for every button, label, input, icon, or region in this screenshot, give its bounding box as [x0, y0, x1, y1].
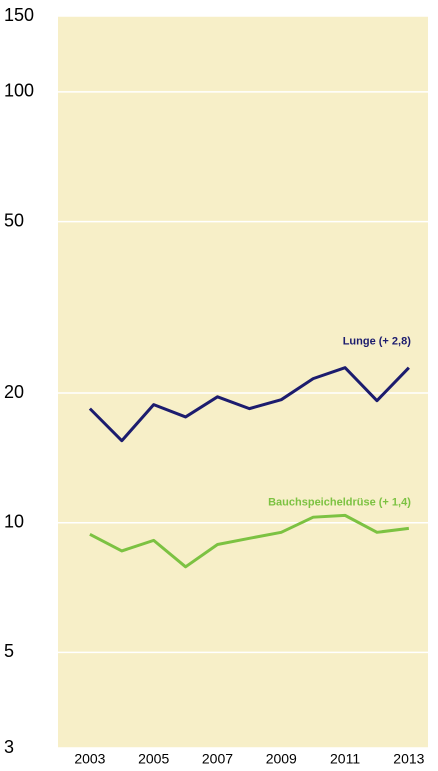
y-tick-label: 10 [4, 511, 24, 531]
series-label: Bauchspeicheldrüse (+ 1,4) [268, 496, 411, 508]
y-tick-label: 100 [4, 81, 34, 101]
x-tick-label: 2009 [266, 751, 297, 767]
x-tick-label: 2007 [202, 751, 233, 767]
series-label: Lunge (+ 2,8) [343, 336, 411, 348]
y-tick-label: 150 [4, 5, 34, 25]
y-tick-label: 5 [4, 641, 14, 661]
line [89, 513, 410, 569]
y-tick-label: 3 [4, 737, 14, 757]
x-tick-label: 2005 [138, 751, 169, 767]
x-tick-label: 2011 [330, 751, 360, 767]
line [88, 366, 410, 443]
plot-background [58, 16, 428, 748]
y-tick-label: 20 [4, 382, 24, 402]
x-tick-label: 2013 [393, 751, 424, 767]
y-tick-label: 50 [4, 210, 24, 230]
x-tick-label: 2003 [74, 751, 105, 767]
